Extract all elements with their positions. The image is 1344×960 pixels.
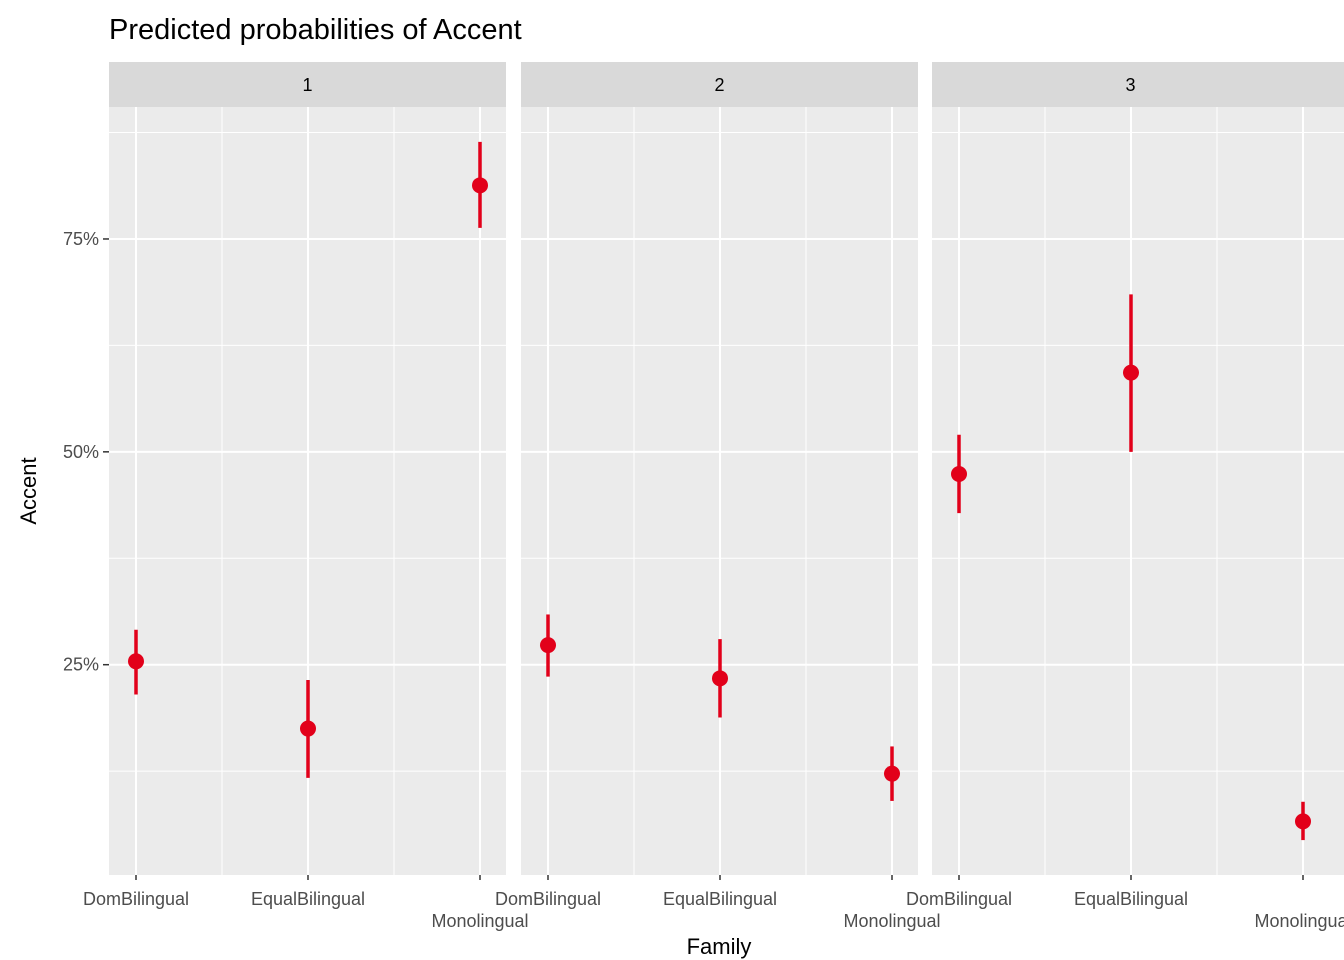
x-tick-label: Monolingual <box>431 911 528 931</box>
chart-title: Predicted probabilities of Accent <box>109 14 522 46</box>
data-point <box>951 465 967 482</box>
y-tick-label: 25% <box>63 655 99 675</box>
data-point <box>472 177 488 194</box>
plot-area: 1 DomBilingual EqualBilingual Monolingual 2 D… <box>63 62 1344 931</box>
facet-strip-label: 1 <box>302 75 312 95</box>
x-tick-label: DomBilingual <box>83 889 189 909</box>
facet-strip-label: 2 <box>714 75 724 95</box>
x-tick-label: EqualBilingual <box>663 889 777 909</box>
x-tick-label: Monolingual <box>843 911 940 931</box>
facet-strip-label: 3 <box>1125 75 1135 95</box>
x-tick-label: DomBilingual <box>906 889 1012 909</box>
data-point <box>884 765 900 782</box>
y-axis-title: Accent <box>16 457 41 524</box>
panel-background <box>932 107 1344 875</box>
x-tick-label: Monolingual <box>1254 911 1344 931</box>
x-tick-label: EqualBilingual <box>1074 889 1188 909</box>
data-point <box>540 637 556 654</box>
y-tick-label: 75% <box>63 229 99 249</box>
x-axis-title: Family <box>687 934 752 959</box>
x-tick-label: EqualBilingual <box>251 889 365 909</box>
data-point <box>712 670 728 687</box>
data-point <box>300 720 316 737</box>
facet-strip <box>521 62 918 107</box>
facet-strip <box>932 62 1344 107</box>
data-point <box>128 653 144 670</box>
y-tick-label: 50% <box>63 442 99 462</box>
facet-strip <box>109 62 506 107</box>
data-point <box>1123 364 1139 381</box>
data-point <box>1295 813 1311 830</box>
x-tick-label: DomBilingual <box>495 889 601 909</box>
